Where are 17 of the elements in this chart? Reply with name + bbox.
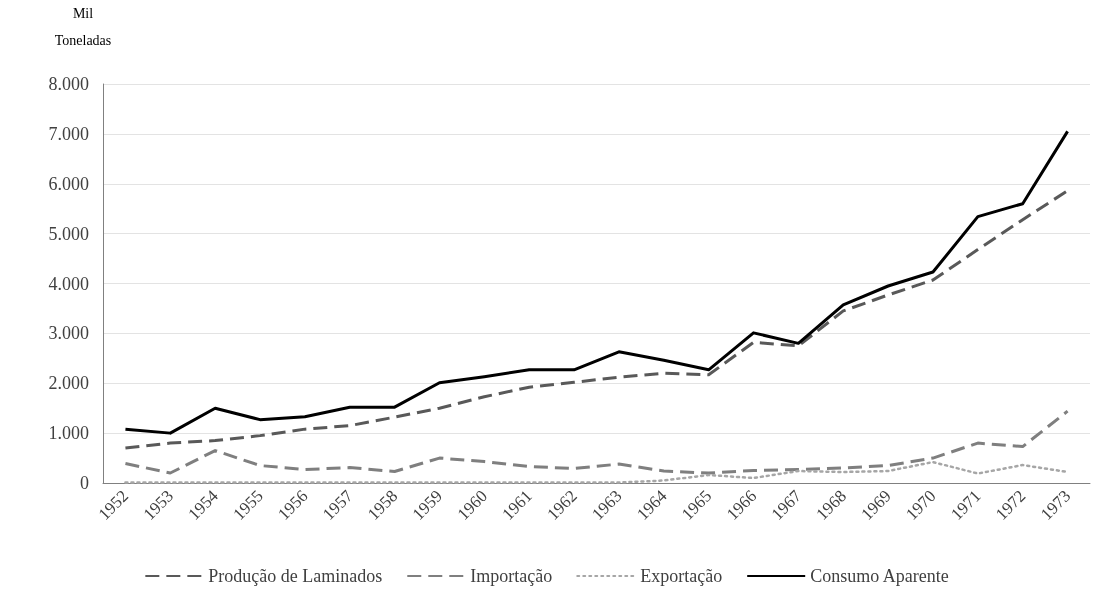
y-tick-label: 5.000: [48, 223, 89, 244]
legend-label: Importação: [470, 566, 553, 586]
y-tick-label: 8.000: [48, 74, 89, 94]
legend-label: Produção de Laminados: [208, 566, 383, 586]
y-axis-title: Mil Toneladas: [54, 6, 112, 48]
y-tick-label: 4.000: [48, 273, 89, 294]
legend-label: Consumo Aparente: [810, 566, 949, 586]
legend-label: Exportação: [640, 566, 723, 586]
y-tick-label: 1.000: [48, 423, 89, 444]
line-series: [123, 409, 1070, 475]
y-tick-label: 6.000: [48, 173, 89, 194]
y-tick-label: 0: [80, 473, 89, 493]
y-tick-label: 7.000: [48, 123, 89, 144]
y-tick-label: 3.000: [48, 323, 89, 344]
line-series: [124, 460, 1069, 484]
y-tick-label: 2.000: [48, 373, 89, 394]
line-series: [123, 129, 1070, 435]
